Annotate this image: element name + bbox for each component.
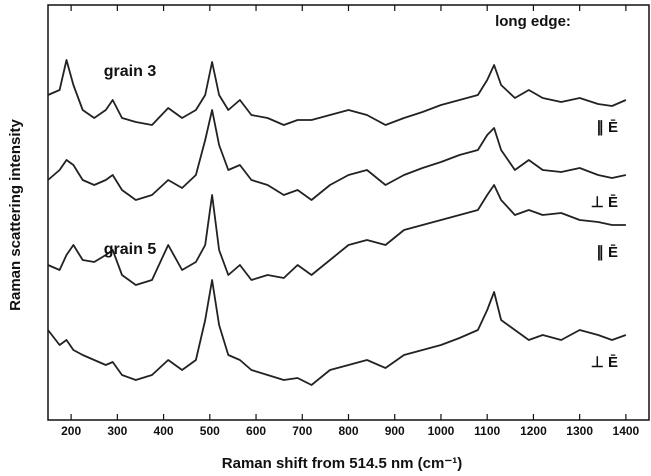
- spectrum-line: [47, 279, 627, 386]
- x-tick-label: 1300: [566, 424, 593, 438]
- x-tick-label: 1000: [428, 424, 455, 438]
- series-label: ∥ Ē: [596, 119, 618, 136]
- x-tick-label: 700: [292, 424, 312, 438]
- annotation: long edge:: [495, 13, 571, 30]
- spectrum-line: [47, 184, 626, 286]
- spectrum-line: [47, 59, 627, 126]
- x-tick-label: 200: [61, 424, 81, 438]
- x-tick-label: 800: [338, 424, 358, 438]
- x-axis-label: Raman shift from 514.5 nm (cm⁻¹): [222, 455, 462, 472]
- annotation: grain 5: [104, 241, 157, 258]
- series-label: ⊥ Ē: [591, 194, 618, 211]
- series-label: ∥ Ē: [596, 244, 618, 261]
- x-tick-label: 1100: [474, 424, 500, 438]
- spectrum-line: [47, 109, 627, 201]
- x-tick-label: 400: [154, 424, 174, 438]
- annotation: grain 3: [104, 63, 157, 80]
- x-tick-label: 1400: [613, 424, 640, 438]
- x-tick-label: 1200: [520, 424, 547, 438]
- y-axis-label: Raman scattering intensity: [7, 118, 24, 310]
- x-tick-label: 500: [200, 424, 220, 438]
- x-tick-label: 300: [107, 424, 127, 438]
- x-tick-label: 900: [385, 424, 405, 438]
- series-label: ⊥ Ē: [591, 354, 618, 371]
- x-tick-label: 600: [246, 424, 266, 438]
